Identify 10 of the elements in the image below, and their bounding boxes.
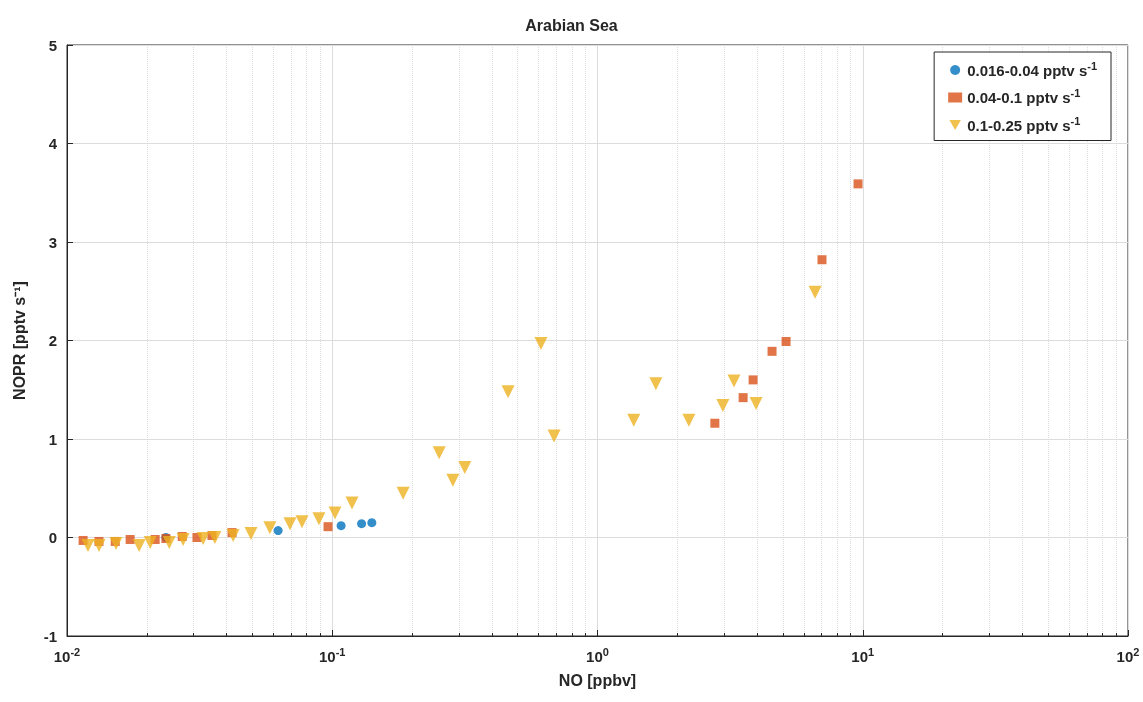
y-tick-label: 3 (48, 233, 57, 251)
y-tick-label: 1 (48, 430, 57, 448)
y-tick-label: -1 (43, 627, 57, 645)
y-tick-label: 4 (48, 135, 58, 152)
y-tick-label: 0 (48, 529, 57, 546)
y-tick-label: 2 (48, 332, 57, 349)
chart-title: Arabian Sea (525, 16, 618, 34)
y-tick-label: 5 (48, 36, 57, 54)
y-axis-title: NOPR [pptv s⁻¹] (10, 281, 28, 400)
x-axis-title: NO [ppbv] (558, 671, 637, 689)
